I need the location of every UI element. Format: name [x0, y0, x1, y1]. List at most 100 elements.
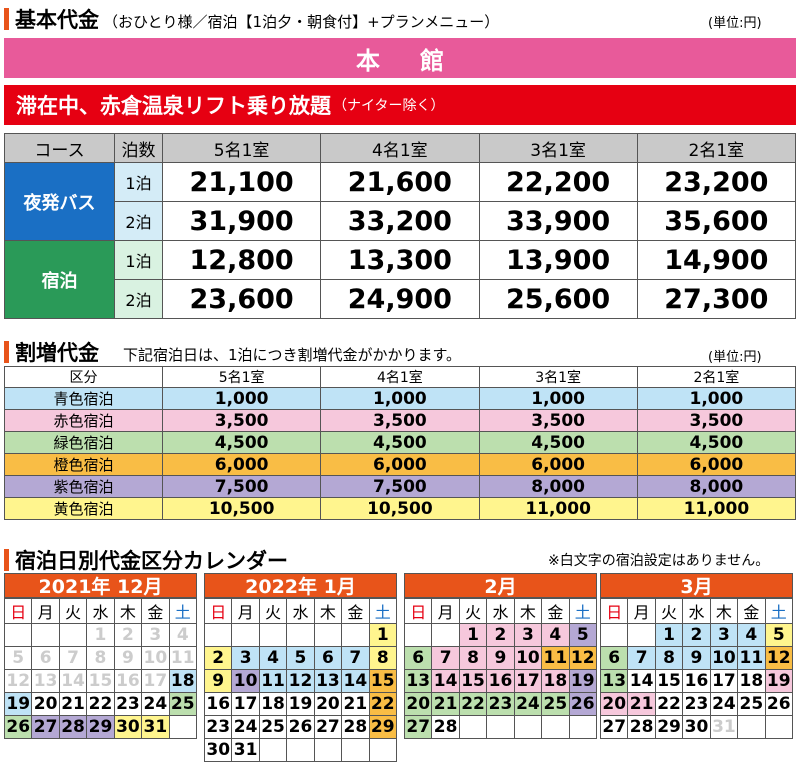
calendar: 3月日月火水木金土 1 2 3 4 5 6 7 8 9 10 11 12 13 14 15 16 17 18 19 20… [599, 573, 794, 739]
column-header: 2名1室 [636, 366, 797, 388]
surcharge-value: 3,500 [636, 409, 797, 432]
lift-banner-main: 滞在中、赤倉温泉リフト乗り放題 [16, 94, 331, 118]
weekday-label: 水 [682, 598, 711, 624]
calendar-day: 28 [341, 715, 370, 739]
column-header: 4名1室 [320, 133, 480, 163]
calendar-week: 27 28 [403, 715, 598, 739]
calendar-day: 25 [737, 692, 766, 716]
calendar-day: 15 [458, 669, 488, 693]
calendar-day: 9 [486, 646, 515, 670]
calendar-day: 4 [168, 623, 198, 647]
weekday-label: 金 [541, 598, 570, 624]
calendar-week: 13 14 15 16 17 18 19 [403, 669, 598, 693]
surcharge-label: 紫色宿泊 [4, 475, 163, 498]
calendar-day: 24 [513, 692, 543, 716]
calendar-day: 30 [682, 715, 711, 739]
calendar-day: 28 [58, 715, 88, 739]
calendar-day: 27 [403, 715, 433, 739]
calendar-day: 8 [86, 646, 115, 670]
weekday-label: 日 [403, 598, 433, 624]
weekday-label: 土 [368, 598, 398, 624]
calendar-day: 10 [231, 669, 260, 693]
weekday-label: 木 [313, 598, 343, 624]
calendar-day: 5 [568, 623, 598, 647]
calendar-empty-cell [737, 715, 766, 739]
calendar-day: 23 [203, 715, 233, 739]
section-title: 割増代金 [15, 341, 99, 365]
calendar-empty-cell [286, 738, 315, 762]
weekday-label: 月 [31, 598, 60, 624]
calendar-day: 30 [113, 715, 143, 739]
calendar-month-title: 3月 [600, 573, 793, 598]
table-row: 紫色宿泊 7,500 7,500 8,000 8,000 [4, 475, 797, 498]
calendar-day: 16 [486, 669, 515, 693]
calendar-month-title: 2022年 1月 [204, 573, 397, 598]
calendar-day: 21 [431, 692, 460, 716]
calendar-day: 2 [203, 646, 233, 670]
calendar-day: 12 [568, 646, 598, 670]
section-subtitle: （おひとり様／宿泊【1泊夕・朝食付】+プランメニュー） [103, 13, 500, 31]
calendar-day: 20 [313, 692, 343, 716]
calendar-day: 30 [203, 738, 233, 762]
surcharge-value: 11,000 [636, 497, 797, 520]
calendar-day: 10 [709, 646, 739, 670]
calendar-day: 22 [458, 692, 488, 716]
surcharge-value: 4,500 [320, 431, 480, 454]
calendar-day: 7 [627, 646, 656, 670]
calendar-day: 21 [341, 692, 370, 716]
price-cell: 21,600 [320, 162, 480, 202]
calendar-day: 3 [141, 623, 170, 647]
calendar-day: 2 [486, 623, 515, 647]
calendar-day: 19 [3, 692, 33, 716]
calendar-day: 13 [31, 669, 60, 693]
surcharge-value: 11,000 [478, 497, 638, 520]
calendar-day: 11 [258, 669, 288, 693]
surcharge-table: 区分 5名1室 4名1室 3名1室 2名1室 青色宿泊 1,000 1,000 1,000 1,… [4, 366, 797, 520]
calendar-day: 14 [341, 669, 370, 693]
basic-price-heading: 基本代金 （おひとり様／宿泊【1泊夕・朝食付】+プランメニュー） [4, 4, 499, 34]
calendar-day: 10 [513, 646, 543, 670]
calendar-day: 22 [368, 692, 398, 716]
calendar-day: 6 [403, 646, 433, 670]
unit-label: (単位:円) [708, 16, 762, 31]
table-row: 赤色宿泊 3,500 3,500 3,500 3,500 [4, 409, 797, 432]
calendar-grid: 日月火水木金土 1 2 3 4 5 6 7 8 9 10 11 12 13 14 15 16 17 18 19 20 21… [599, 598, 794, 739]
weekday-label: 水 [86, 598, 115, 624]
calendar-empty-cell [341, 623, 370, 647]
weekday-label: 土 [764, 598, 794, 624]
calendar-empty-cell [627, 623, 656, 647]
calendar-day: 5 [286, 646, 315, 670]
weekday-label: 水 [286, 598, 315, 624]
surcharge-heading: 割増代金 下記宿泊日は、1泊につき割増代金がかかります。 [4, 337, 461, 367]
calendar-day: 27 [313, 715, 343, 739]
price-cell: 13,900 [478, 240, 638, 280]
calendar-day: 6 [313, 646, 343, 670]
calendar-week: 27 28 29 30 31 [599, 715, 794, 739]
calendar-day: 7 [341, 646, 370, 670]
surcharge-value: 3,500 [161, 409, 322, 432]
section-subtitle: 下記宿泊日は、1泊につき割増代金がかかります。 [123, 346, 462, 364]
price-cell: 12,800 [161, 240, 322, 280]
calendar-day: 17 [231, 692, 260, 716]
calendar-empty-cell [3, 623, 33, 647]
calendar-week: 5 6 7 8 9 10 11 [3, 646, 198, 670]
calendar-day: 20 [599, 692, 629, 716]
table-row: 宿泊 1泊 12,800 13,300 13,900 14,900 [4, 240, 797, 319]
weekday-label: 土 [168, 598, 198, 624]
calendar: 2021年 12月日月火水木金土 1 2 3 4 5 6 7 8 9 10 11 12 13 14 15 16 1… [3, 573, 198, 739]
calendar-empty-cell [513, 715, 543, 739]
calendar-day: 3 [231, 646, 260, 670]
column-header: コース [4, 133, 115, 163]
calendar-day: 1 [86, 623, 115, 647]
table-row: 2泊 23,600 24,900 25,600 27,300 [5, 279, 797, 319]
weekday-label: 月 [627, 598, 656, 624]
calendar-day: 1 [368, 623, 398, 647]
calendar-empty-cell [313, 738, 343, 762]
calendar-grid: 日月火水木金土 1 2 3 4 5 6 7 8 9 10 11 12 13 14 15 16 17 18 19 20 21… [403, 598, 598, 739]
calendar-month-title: 2021年 12月 [4, 573, 197, 598]
calendar-day: 8 [368, 646, 398, 670]
calendar-day: 2 [682, 623, 711, 647]
weekday-label: 火 [458, 598, 488, 624]
weekday-label: 金 [141, 598, 170, 624]
weekday-label: 金 [737, 598, 766, 624]
